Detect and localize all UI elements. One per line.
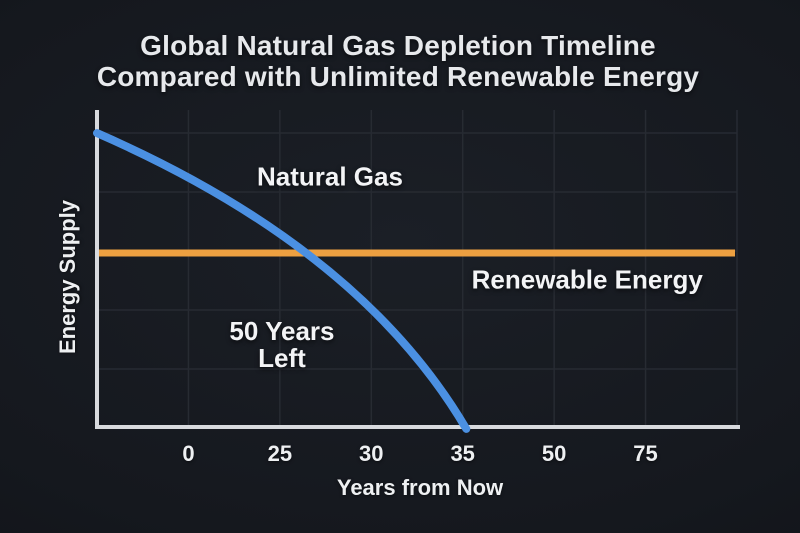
y-axis-label: Energy Supply bbox=[55, 199, 80, 355]
x-tick-label-25: 25 bbox=[267, 441, 293, 466]
x-tick-label-75: 75 bbox=[633, 441, 658, 466]
x-tick-label-35: 35 bbox=[450, 441, 475, 466]
natural-gas-curve bbox=[93, 129, 471, 433]
natural-gas-series-label: Natural Gas bbox=[256, 161, 403, 192]
chart-title-line-1: Global Natural Gas Depletion Timeline bbox=[140, 30, 656, 61]
chart-title: Global Natural Gas Depletion Timeline Co… bbox=[0, 30, 796, 92]
x-axis-label: Years from Now bbox=[336, 475, 504, 500]
x-tick-label-50: 50 bbox=[541, 441, 567, 466]
chart-title-line-2: Compared with Unlimited Renewable Energy bbox=[96, 61, 700, 92]
annotation-50-years-left: 50 Years Left bbox=[229, 318, 334, 372]
annotation-line-1: 50 Years bbox=[229, 316, 335, 347]
x-tick-label-30: 30 bbox=[359, 441, 384, 466]
renewable-energy-series-label: Renewable Energy bbox=[471, 264, 703, 295]
annotation-line-2: Left bbox=[258, 343, 306, 374]
x-tick-label-0: 0 bbox=[182, 441, 195, 466]
